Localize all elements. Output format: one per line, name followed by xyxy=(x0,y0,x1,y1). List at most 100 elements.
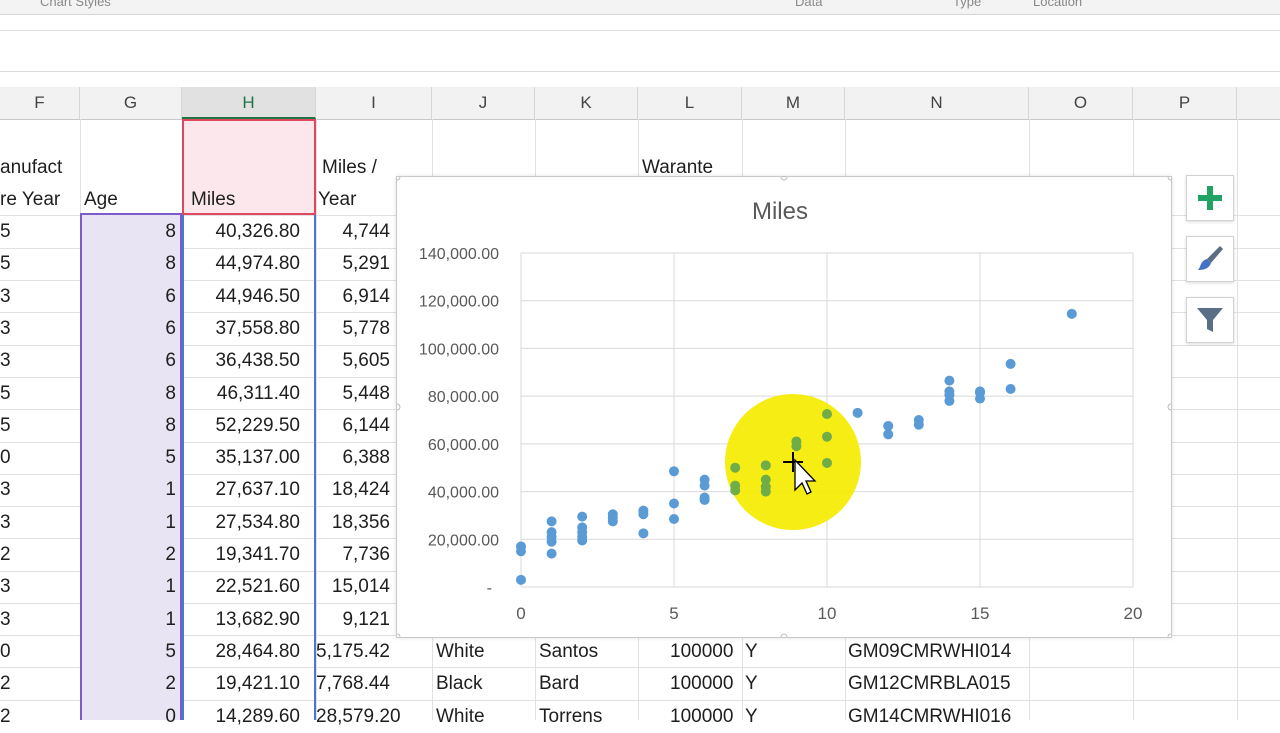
cell-manufacture-year[interactable]: 5 xyxy=(0,221,11,242)
chart-filters-button[interactable] xyxy=(1186,297,1234,343)
cell-warranty[interactable]: 100000 xyxy=(670,705,734,727)
cell-miles-per-year[interactable]: 28,579.20 xyxy=(316,705,401,727)
data-point-selected[interactable] xyxy=(822,431,832,442)
chart-title[interactable]: Miles xyxy=(752,198,808,225)
data-point[interactable] xyxy=(1066,308,1077,319)
cell-customer[interactable]: Bard xyxy=(539,673,580,695)
data-point-selected[interactable] xyxy=(730,462,741,473)
cell-age[interactable]: 2 xyxy=(165,673,176,695)
cell-age[interactable]: 1 xyxy=(165,479,176,501)
cell-miles[interactable]: 37,558.80 xyxy=(215,317,300,339)
cell-customer[interactable]: Torrens xyxy=(539,705,603,727)
cell-manufacture-year[interactable]: 3 xyxy=(0,285,11,307)
data-point[interactable] xyxy=(883,420,894,431)
cell-miles-per-year[interactable]: 7,736 xyxy=(342,544,390,565)
data-point[interactable] xyxy=(944,375,955,386)
data-point[interactable] xyxy=(944,386,955,397)
cell-miles-per-year[interactable]: 9,121 xyxy=(342,608,390,630)
data-point-selected[interactable] xyxy=(791,436,802,447)
header-miles-per-year-line2[interactable]: Year xyxy=(318,189,357,210)
cell-miles[interactable]: 46,311.40 xyxy=(216,382,300,404)
cell-miles[interactable]: 36,438.50 xyxy=(215,350,300,372)
cell-manufacture-year[interactable]: 3 xyxy=(0,350,11,372)
cell-miles[interactable]: 19,421.10 xyxy=(215,673,300,695)
cell-miles[interactable]: 52,229.50 xyxy=(215,414,300,436)
cell-miles[interactable]: 22,521.60 xyxy=(215,576,300,598)
data-point[interactable] xyxy=(516,541,526,552)
data-point-selected[interactable] xyxy=(760,481,771,492)
data-point-selected[interactable] xyxy=(760,460,771,471)
cell-miles-per-year[interactable]: 15,014 xyxy=(331,576,390,598)
header-miles-per-year-line1[interactable]: Miles / xyxy=(322,157,377,178)
chart-elements-button[interactable] xyxy=(1186,175,1234,221)
cell-age[interactable]: 2 xyxy=(165,544,176,565)
column-header-n[interactable]: N xyxy=(845,87,1029,119)
data-point[interactable] xyxy=(669,498,679,509)
header-warranty[interactable]: Warante xyxy=(642,157,714,178)
data-point[interactable] xyxy=(913,415,924,425)
cell-miles[interactable]: 40,326.80 xyxy=(215,221,300,242)
cell-flag[interactable]: Y xyxy=(745,673,758,695)
data-point[interactable] xyxy=(1005,383,1016,394)
chart-styles-button[interactable] xyxy=(1186,236,1234,282)
cell-manufacture-year[interactable]: 3 xyxy=(0,576,11,598)
cell-miles[interactable]: 13,682.90 xyxy=(215,608,300,630)
cell-age[interactable]: 8 xyxy=(165,382,176,404)
header-miles[interactable]: Miles xyxy=(191,189,236,210)
data-point[interactable] xyxy=(638,528,649,539)
cell-age[interactable]: 1 xyxy=(165,511,176,533)
cell-miles[interactable]: 27,637.10 xyxy=(215,479,300,501)
cell-color[interactable]: White xyxy=(436,705,485,727)
cell-miles-per-year[interactable]: 4,744 xyxy=(342,221,390,242)
cell-manufacture-year[interactable]: 3 xyxy=(0,511,11,533)
cell-miles-per-year[interactable]: 6,914 xyxy=(342,285,390,307)
cell-color[interactable]: Black xyxy=(436,673,483,695)
data-point[interactable] xyxy=(546,548,557,559)
cell-warranty[interactable]: 100000 xyxy=(670,673,734,695)
column-header-m[interactable]: M xyxy=(742,87,845,119)
cell-miles[interactable]: 27,534.80 xyxy=(215,511,300,533)
column-header-l[interactable]: L xyxy=(638,87,742,119)
cell-vin[interactable]: GM09CMRWHI014 xyxy=(848,640,1012,662)
column-header-o[interactable]: O xyxy=(1029,87,1133,119)
cell-miles[interactable]: 14,289.60 xyxy=(215,705,300,727)
cell-age[interactable]: 6 xyxy=(165,285,176,307)
data-point[interactable] xyxy=(546,527,557,538)
cell-age[interactable]: 1 xyxy=(165,576,176,598)
data-point[interactable] xyxy=(638,505,649,516)
cell-manufacture-year[interactable]: 5 xyxy=(0,414,11,436)
data-point[interactable] xyxy=(546,516,557,527)
cell-age[interactable]: 8 xyxy=(165,414,176,436)
cell-manufacture-year[interactable]: 2 xyxy=(0,673,11,695)
cell-age[interactable]: 5 xyxy=(165,640,176,662)
data-point[interactable] xyxy=(577,522,588,533)
cell-vin[interactable]: GM14CMRWHI016 xyxy=(848,705,1012,727)
cell-miles-per-year[interactable]: 5,175.42 xyxy=(316,640,390,662)
cell-flag[interactable]: Y xyxy=(745,640,758,662)
cell-warranty[interactable]: 100000 xyxy=(670,640,734,662)
column-header-k[interactable]: K xyxy=(535,87,638,119)
cell-age[interactable]: 8 xyxy=(165,221,176,242)
column-header-i[interactable]: I xyxy=(316,87,432,119)
cell-age[interactable]: 6 xyxy=(165,350,176,372)
data-point[interactable] xyxy=(883,429,894,440)
data-point-selected[interactable] xyxy=(760,474,771,485)
cell-manufacture-year[interactable]: 0 xyxy=(0,447,11,469)
cell-miles-per-year[interactable]: 7,768.44 xyxy=(316,673,390,695)
cell-miles-per-year[interactable]: 6,144 xyxy=(342,414,390,436)
formula-bar[interactable] xyxy=(0,30,1280,72)
cell-manufacture-year[interactable]: 5 xyxy=(0,253,11,275)
cell-manufacture-year[interactable]: 3 xyxy=(0,608,11,630)
data-point[interactable] xyxy=(607,509,618,520)
data-point[interactable] xyxy=(852,407,863,418)
data-point[interactable] xyxy=(577,511,588,522)
data-point[interactable] xyxy=(1005,358,1016,369)
cell-age[interactable]: 1 xyxy=(165,608,176,630)
data-point-selected[interactable] xyxy=(730,480,741,491)
column-header-h[interactable]: H xyxy=(182,87,316,119)
header-age[interactable]: Age xyxy=(84,189,118,210)
data-point[interactable] xyxy=(516,574,526,585)
cell-age[interactable]: 6 xyxy=(165,317,176,339)
cell-miles[interactable]: 44,974.80 xyxy=(215,253,300,275)
cell-age[interactable]: 5 xyxy=(165,447,176,469)
